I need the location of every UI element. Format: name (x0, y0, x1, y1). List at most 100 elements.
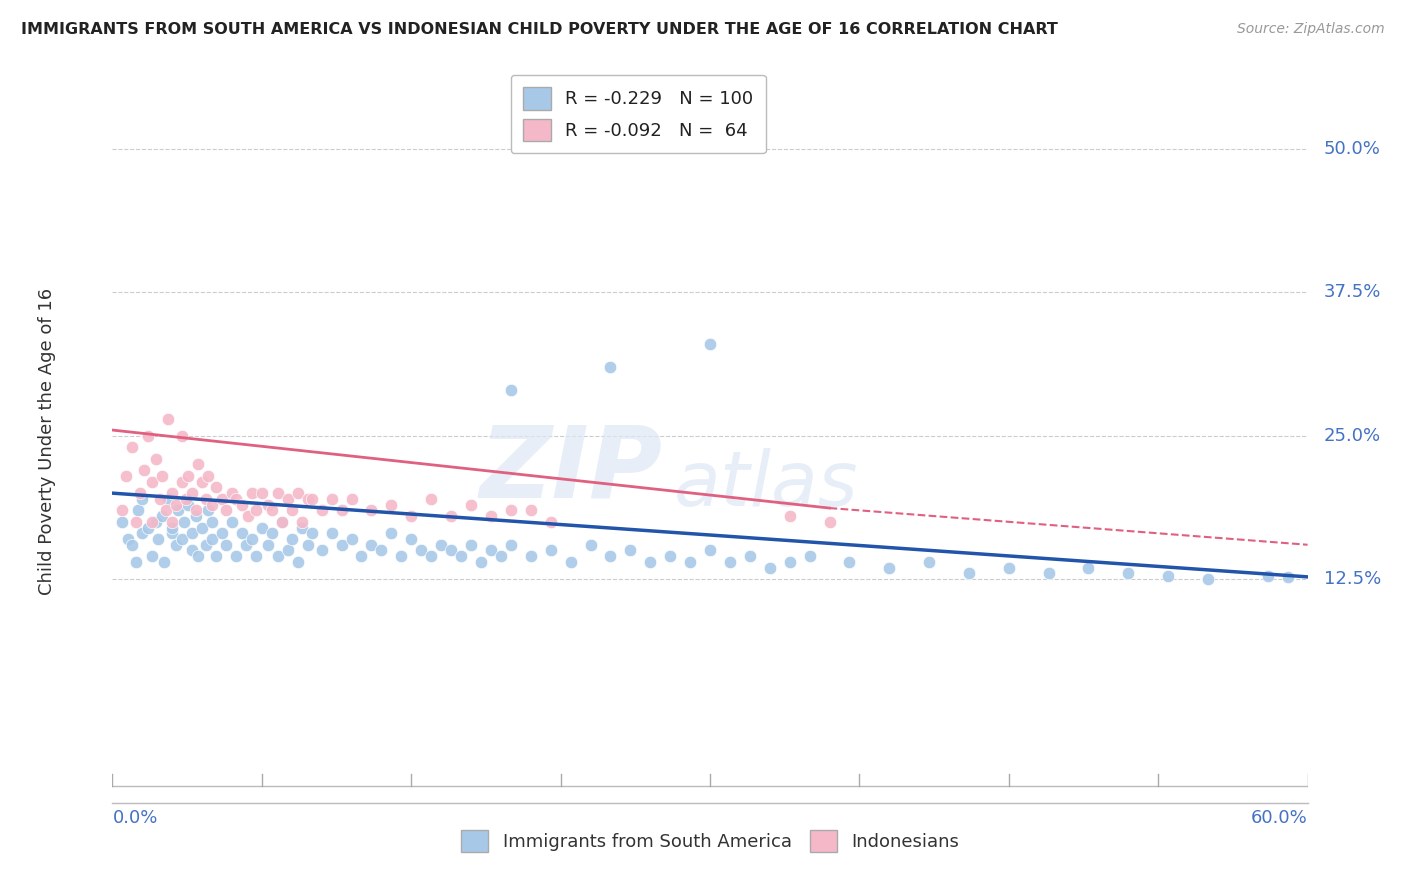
Point (350, 549, 373, 564)
Point (759, 560, 782, 574)
Point (340, 491, 363, 506)
Point (479, 509, 502, 524)
Point (235, 538, 257, 552)
Point (153, 555, 176, 569)
Point (460, 538, 482, 552)
Point (225, 549, 247, 564)
Point (267, 486, 290, 500)
Point (1077, 560, 1099, 574)
Point (401, 532, 423, 546)
Point (420, 491, 443, 506)
Point (260, 503, 283, 517)
Point (131, 526, 153, 541)
Point (125, 515, 148, 529)
Point (162, 520, 183, 534)
Point (1197, 572, 1219, 586)
Point (201, 498, 224, 512)
Point (121, 440, 143, 454)
Point (240, 532, 263, 546)
Point (640, 555, 662, 569)
Point (167, 503, 190, 517)
Point (679, 555, 702, 569)
Point (201, 515, 224, 529)
Text: IMMIGRANTS FROM SOUTH AMERICA VS INDONESIAN CHILD POVERTY UNDER THE AGE OF 16 CO: IMMIGRANTS FROM SOUTH AMERICA VS INDONES… (21, 22, 1057, 37)
Point (287, 555, 309, 569)
Point (838, 555, 860, 569)
Point (779, 509, 801, 524)
Point (177, 469, 200, 483)
Point (489, 549, 512, 564)
Point (579, 538, 602, 552)
Point (250, 520, 273, 534)
Point (250, 486, 273, 500)
Point (138, 520, 160, 534)
Point (277, 491, 299, 506)
Point (155, 503, 177, 517)
Point (799, 549, 821, 564)
Point (520, 503, 543, 517)
Point (121, 538, 143, 552)
Point (173, 515, 195, 529)
Point (460, 498, 482, 512)
Point (162, 526, 183, 541)
Point (245, 549, 267, 564)
Point (340, 532, 363, 546)
Point (157, 411, 180, 425)
Point (360, 503, 382, 517)
Point (205, 480, 228, 494)
Point (297, 538, 319, 552)
Point (134, 463, 156, 477)
Point (231, 526, 253, 541)
Point (236, 509, 259, 524)
Point (145, 515, 167, 529)
Point (411, 543, 433, 558)
Point (1038, 566, 1060, 581)
Point (321, 526, 343, 541)
Text: 25.0%: 25.0% (1323, 426, 1381, 445)
Point (187, 458, 209, 472)
Point (779, 555, 801, 569)
Point (260, 526, 283, 541)
Point (181, 526, 204, 541)
Point (231, 498, 253, 512)
Point (499, 503, 522, 517)
Point (297, 491, 319, 506)
Point (380, 498, 402, 512)
Text: ZIP: ZIP (479, 422, 662, 519)
Point (270, 515, 292, 529)
Point (540, 543, 562, 558)
Point (162, 486, 183, 500)
Point (470, 555, 492, 569)
Point (918, 555, 941, 569)
Text: 60.0%: 60.0% (1251, 808, 1308, 827)
Point (195, 491, 218, 506)
Point (281, 532, 304, 546)
Text: 0.0%: 0.0% (112, 808, 157, 827)
Point (186, 509, 208, 524)
Point (1277, 570, 1299, 584)
Point (141, 515, 163, 529)
Point (172, 532, 194, 546)
Point (172, 475, 194, 489)
Point (129, 486, 152, 500)
Point (619, 543, 641, 558)
Point (818, 515, 841, 529)
Point (699, 543, 721, 558)
Point (131, 491, 153, 506)
Point (380, 526, 402, 541)
Point (479, 543, 502, 558)
Point (225, 491, 247, 506)
Point (191, 520, 214, 534)
Point (197, 503, 219, 517)
Point (311, 543, 333, 558)
Point (257, 538, 280, 552)
Point (150, 469, 173, 483)
Point (165, 498, 187, 512)
Point (211, 491, 233, 506)
Point (181, 543, 204, 558)
Point (221, 486, 243, 500)
Point (277, 543, 299, 558)
Point (186, 503, 208, 517)
Point (440, 509, 463, 524)
Point (599, 359, 621, 374)
